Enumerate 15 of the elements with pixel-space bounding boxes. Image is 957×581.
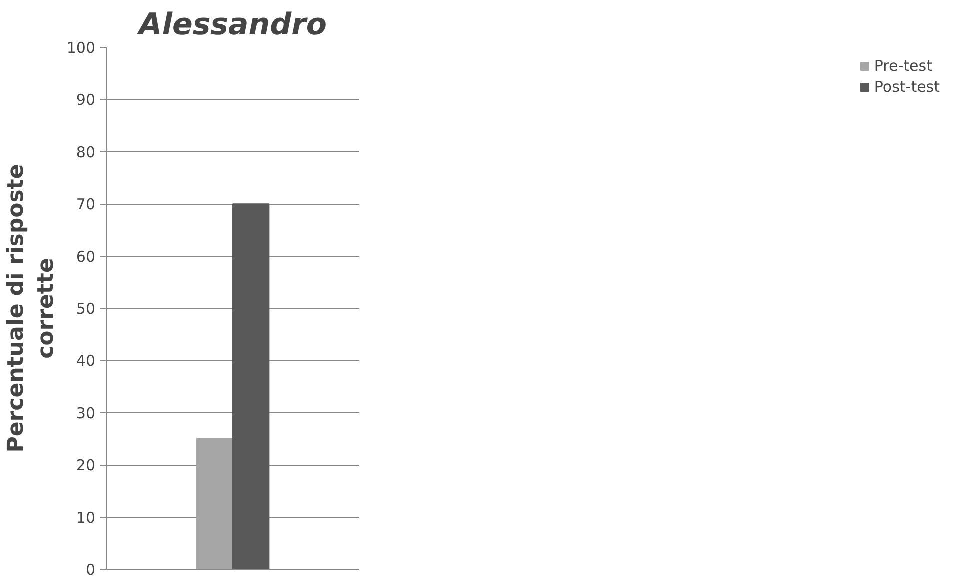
y-tick-label: 10	[76, 508, 96, 527]
y-axis-title: Percentuale di risposte corrette	[4, 164, 59, 453]
y-tick-label: 70	[76, 196, 96, 214]
legend-label: Post-test	[874, 78, 940, 96]
y-tick-label: 0	[86, 561, 96, 579]
y-tick-label: 20	[76, 456, 96, 475]
y-tick-label: 60	[76, 248, 96, 266]
y-tick-label: 90	[76, 91, 96, 110]
chart-title: Alessandro	[136, 8, 328, 42]
legend-label: Pre-test	[874, 57, 932, 75]
y-tick-label: 100	[66, 39, 96, 57]
y-tick-label: 30	[76, 404, 96, 422]
y-tick-label: 40	[76, 352, 96, 370]
y-tick-label: 50	[76, 300, 96, 318]
y-tick-label: 80	[76, 143, 96, 162]
